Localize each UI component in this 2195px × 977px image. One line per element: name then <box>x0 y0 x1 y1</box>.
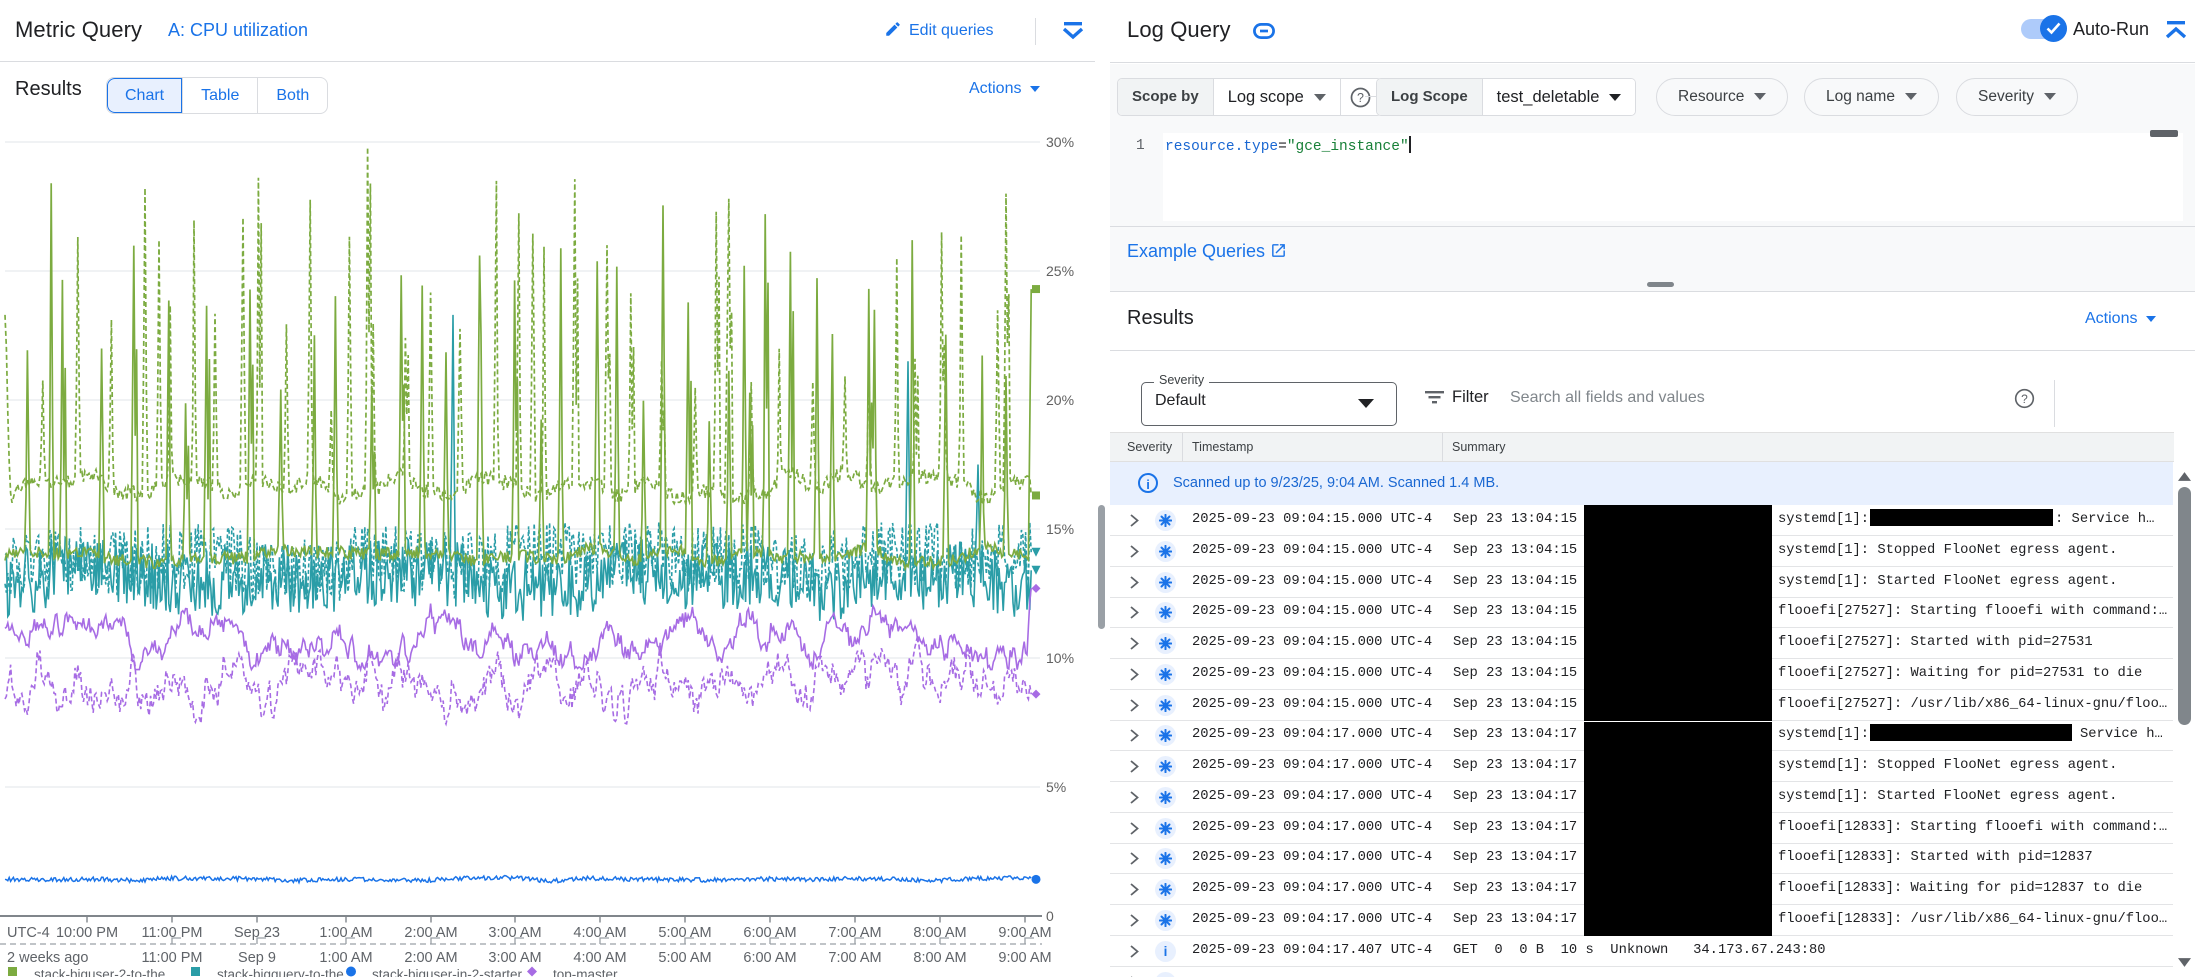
svg-text:7:00 AM: 7:00 AM <box>828 925 881 941</box>
svg-text:6:00 AM: 6:00 AM <box>743 925 796 941</box>
svg-text:11:00 PM: 11:00 PM <box>142 950 203 966</box>
svg-text:30%: 30% <box>1046 134 1074 150</box>
svg-text:stack-biguser-2-to-the: stack-biguser-2-to-the <box>34 967 165 977</box>
svg-text:10:00 PM: 10:00 PM <box>56 925 118 941</box>
svg-text:25%: 25% <box>1046 263 1074 279</box>
svg-text:15%: 15% <box>1046 521 1074 537</box>
svg-text:2:00 AM: 2:00 AM <box>404 925 457 941</box>
svg-text:8:00 AM: 8:00 AM <box>913 950 966 966</box>
svg-text:stack-biguser-in-2-starter: stack-biguser-in-2-starter <box>372 967 523 977</box>
svg-text:10%: 10% <box>1046 650 1074 666</box>
svg-text:11:00 PM: 11:00 PM <box>142 925 203 941</box>
svg-text:4:00 AM: 4:00 AM <box>573 925 626 941</box>
svg-text:6:00 AM: 6:00 AM <box>743 950 796 966</box>
svg-text:1:00 AM: 1:00 AM <box>319 925 372 941</box>
svg-text:5:00 AM: 5:00 AM <box>658 925 711 941</box>
svg-text:5:00 AM: 5:00 AM <box>658 950 711 966</box>
svg-text:4:00 AM: 4:00 AM <box>573 950 626 966</box>
svg-text:2 weeks ago: 2 weeks ago <box>7 950 88 966</box>
svg-text:9:00 AM: 9:00 AM <box>998 925 1051 941</box>
svg-text:2:00 AM: 2:00 AM <box>404 950 457 966</box>
svg-text:?: ? <box>1357 91 1364 105</box>
svg-text:8:00 AM: 8:00 AM <box>913 925 966 941</box>
svg-text:Sep 23: Sep 23 <box>234 925 280 941</box>
svg-text:0: 0 <box>1046 908 1054 924</box>
svg-text:?: ? <box>2021 392 2028 406</box>
svg-text:9:00 AM: 9:00 AM <box>998 950 1051 966</box>
svg-text:UTC-4: UTC-4 <box>7 925 50 941</box>
svg-text:stack-bigquery-to-the: stack-bigquery-to-the <box>217 967 344 977</box>
svg-text:5%: 5% <box>1046 779 1066 795</box>
svg-text:1:00 AM: 1:00 AM <box>319 950 372 966</box>
svg-text:20%: 20% <box>1046 392 1074 408</box>
svg-text:3:00 AM: 3:00 AM <box>488 950 541 966</box>
svg-text:3:00 AM: 3:00 AM <box>488 925 541 941</box>
svg-text:Sep 9: Sep 9 <box>238 950 276 966</box>
svg-text:top-master: top-master <box>553 967 618 977</box>
svg-text:7:00 AM: 7:00 AM <box>828 950 881 966</box>
